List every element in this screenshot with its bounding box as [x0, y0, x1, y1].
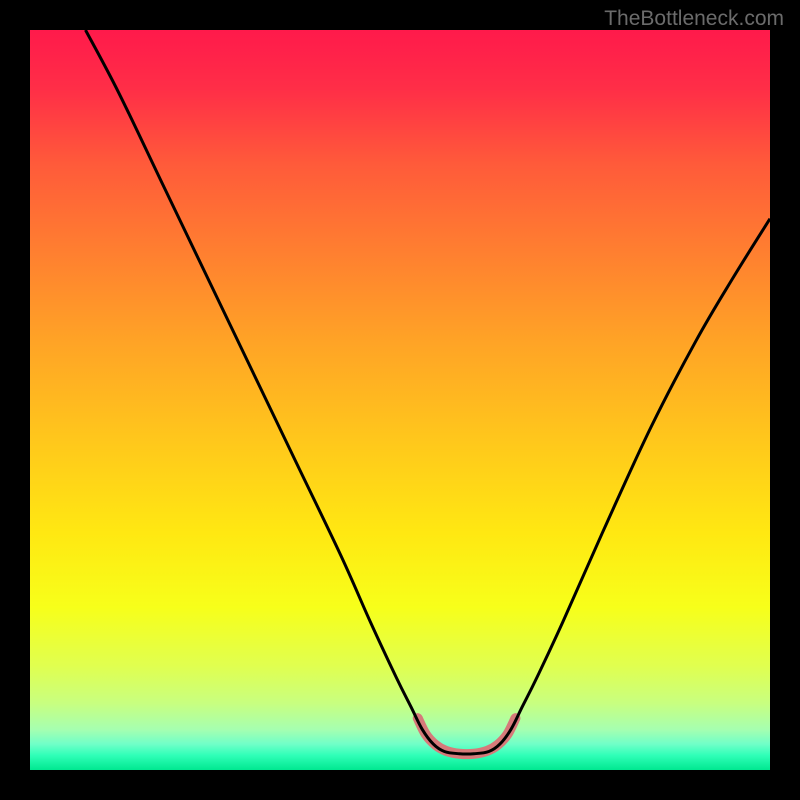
curve-layer	[30, 30, 770, 770]
main-curve-path	[86, 30, 771, 754]
chart-area	[30, 30, 770, 770]
watermark-text: TheBottleneck.com	[604, 7, 784, 31]
bottom-marker-path	[418, 718, 516, 754]
